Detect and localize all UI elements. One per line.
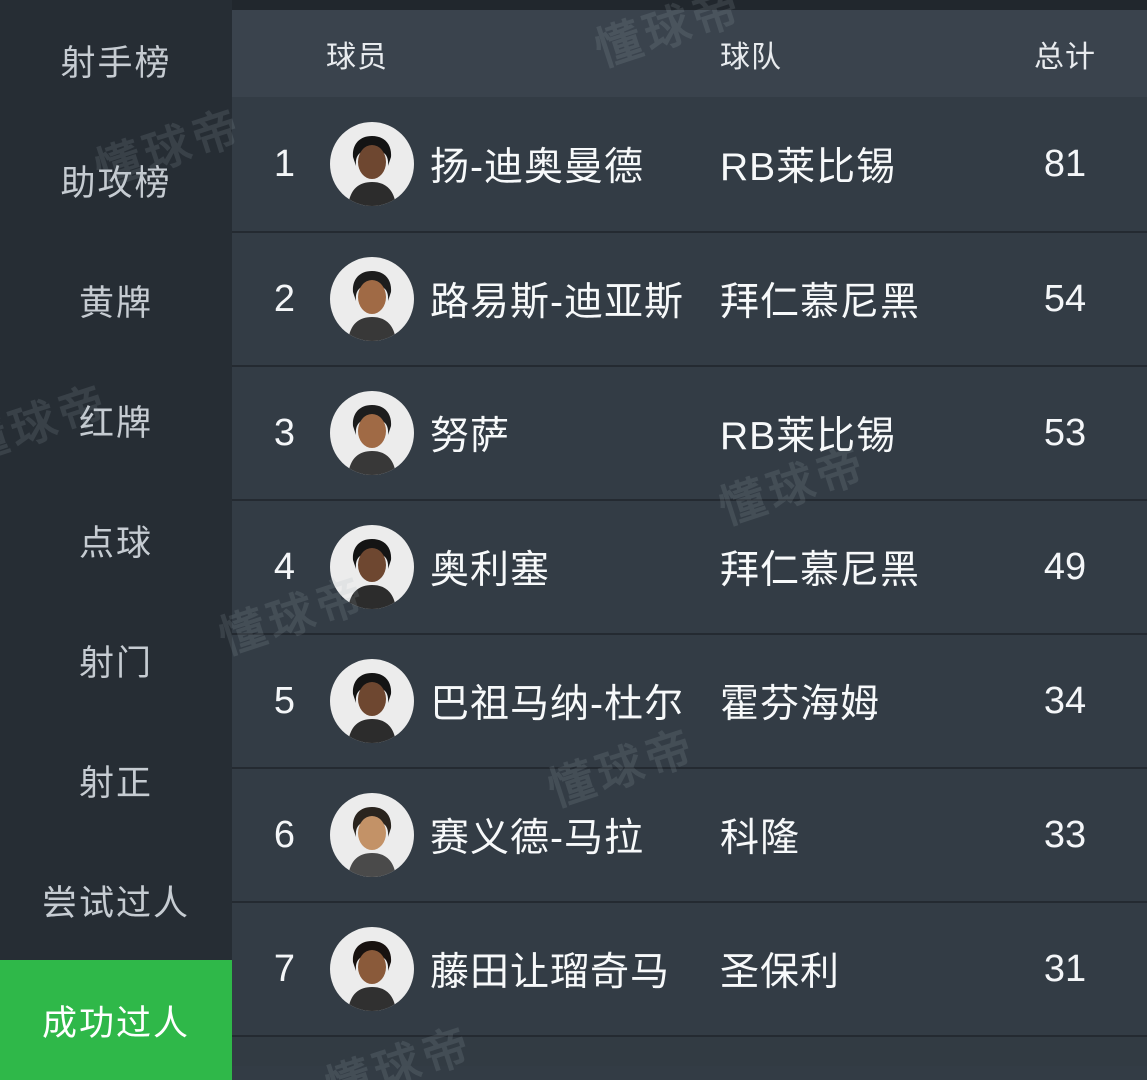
sidebar-item-penalties[interactable]: 点球: [0, 480, 232, 600]
sidebar-item-yellow-cards[interactable]: 黄牌: [0, 240, 232, 360]
top-divider: [232, 0, 1147, 10]
player-name: 扬-迪奥曼德: [430, 146, 644, 189]
player-photo-placeholder: [348, 539, 396, 609]
sidebar-item-label: 黄牌: [78, 283, 153, 323]
table-row[interactable]: 6 赛义德-马拉 科隆 33: [232, 767, 1147, 901]
sidebar-item-label: 成功过人: [41, 1003, 190, 1043]
table-row[interactable]: 4 奥利塞 拜仁慕尼黑 49: [232, 499, 1147, 633]
player-photo-placeholder: [348, 673, 396, 743]
total-value: 81: [1043, 142, 1087, 185]
team-name: 霍芬海姆: [720, 683, 881, 726]
column-header-team: 球队: [720, 40, 782, 74]
total-value: 53: [1043, 411, 1087, 454]
total-value: 31: [1043, 947, 1087, 990]
player-avatar: [330, 122, 414, 206]
total-value: 54: [1043, 277, 1087, 320]
team-name: 拜仁慕尼黑: [720, 281, 921, 324]
player-name: 努萨: [430, 415, 511, 458]
sidebar-item-label: 红牌: [78, 403, 153, 443]
rank-number: 1: [273, 142, 296, 185]
sidebar-item-label: 射手榜: [60, 43, 172, 83]
player-name: 奥利塞: [430, 549, 551, 592]
sidebar-item-label: 尝试过人: [41, 883, 190, 923]
player-name: 藤田让瑠奇马: [430, 951, 671, 994]
table-row[interactable]: 1 扬-迪奥曼德 RB莱比锡 81: [232, 97, 1147, 231]
table-row[interactable]: 2 路易斯-迪亚斯 拜仁慕尼黑 54: [232, 231, 1147, 365]
sidebar-item-successful-dribbles[interactable]: 成功过人: [0, 960, 232, 1080]
table-row[interactable]: 5 巴祖马纳-杜尔 霍芬海姆 34: [232, 633, 1147, 767]
sidebar-item-assists[interactable]: 助攻榜: [0, 120, 232, 240]
sidebar-item-red-cards[interactable]: 红牌: [0, 360, 232, 480]
stats-sidebar: 射手榜 助攻榜 黄牌 红牌 点球 射门 射正 尝试过人 成功过人: [0, 0, 232, 1080]
sidebar-item-attempted-dribbles[interactable]: 尝试过人: [0, 840, 232, 960]
sidebar-item-label: 射门: [78, 643, 153, 683]
player-avatar: [330, 257, 414, 341]
player-avatar: [330, 525, 414, 609]
rank-number: 4: [273, 545, 296, 588]
total-value: 33: [1043, 813, 1087, 856]
rank-number: 3: [273, 411, 296, 454]
rank-number: 7: [273, 947, 296, 990]
sidebar-item-shots[interactable]: 射门: [0, 600, 232, 720]
team-name: RB莱比锡: [720, 415, 897, 458]
table-body: 1 扬-迪奥曼德 RB莱比锡 81 2 路易斯-迪亚斯 拜仁慕尼黑 54 3 努…: [232, 97, 1147, 1066]
player-avatar: [330, 927, 414, 1011]
rank-number: 2: [273, 277, 296, 320]
table-header-row: 球员 球队 总计: [232, 10, 1147, 97]
team-name: 圣保利: [720, 951, 841, 994]
rank-number: 6: [273, 813, 296, 856]
player-avatar: [330, 659, 414, 743]
sidebar-item-top-scorers[interactable]: 射手榜: [0, 0, 232, 120]
team-name: RB莱比锡: [720, 146, 897, 189]
sidebar-item-label: 助攻榜: [60, 163, 172, 203]
player-photo-placeholder: [348, 941, 396, 1011]
total-value: 49: [1043, 545, 1087, 588]
column-header-player: 球员: [326, 40, 388, 74]
player-name: 巴祖马纳-杜尔: [430, 683, 684, 726]
player-photo-placeholder: [348, 405, 396, 475]
player-name: 赛义德-马拉: [430, 817, 644, 860]
table-row[interactable]: 7 藤田让瑠奇马 圣保利 31: [232, 901, 1147, 1035]
sidebar-item-label: 射正: [78, 763, 153, 803]
player-photo-placeholder: [348, 271, 396, 341]
table-row-partial: [232, 1035, 1147, 1066]
ranking-table: 球员 球队 总计 1 扬-迪奥曼德 RB莱比锡 81 2 路易斯-迪亚斯 拜仁慕…: [232, 0, 1147, 1080]
player-avatar: [330, 793, 414, 877]
team-name: 科隆: [720, 817, 801, 860]
sidebar-item-shots-on-target[interactable]: 射正: [0, 720, 232, 840]
rank-number: 5: [273, 679, 296, 722]
player-avatar: [330, 391, 414, 475]
sidebar-item-label: 点球: [78, 523, 153, 563]
column-header-total: 总计: [1034, 40, 1096, 74]
team-name: 拜仁慕尼黑: [720, 549, 921, 592]
player-photo-placeholder: [348, 136, 396, 206]
player-name: 路易斯-迪亚斯: [430, 281, 684, 324]
player-photo-placeholder: [348, 807, 396, 877]
table-row[interactable]: 3 努萨 RB莱比锡 53: [232, 365, 1147, 499]
total-value: 34: [1043, 679, 1087, 722]
